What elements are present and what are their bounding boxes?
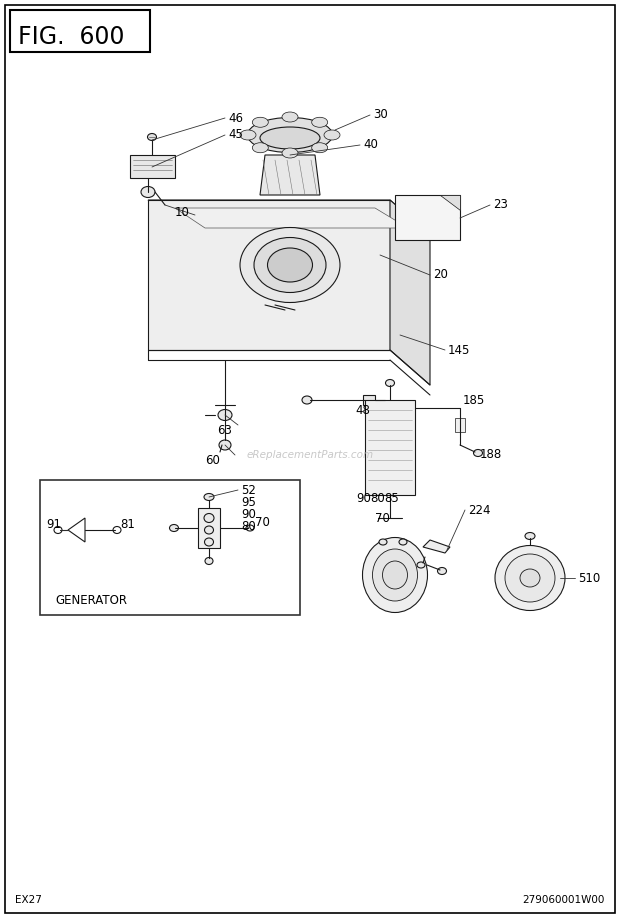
- Ellipse shape: [205, 526, 213, 534]
- Polygon shape: [130, 155, 175, 178]
- Ellipse shape: [240, 228, 340, 303]
- Ellipse shape: [386, 379, 394, 386]
- Ellipse shape: [169, 524, 179, 532]
- Text: 30: 30: [373, 108, 388, 121]
- Text: 46: 46: [228, 111, 243, 125]
- Text: 185: 185: [463, 394, 485, 407]
- Text: EX27: EX27: [15, 895, 42, 905]
- Ellipse shape: [379, 539, 387, 545]
- Ellipse shape: [312, 118, 328, 128]
- Polygon shape: [363, 395, 375, 405]
- Text: 145: 145: [448, 343, 471, 356]
- Ellipse shape: [417, 562, 425, 568]
- Ellipse shape: [240, 130, 256, 140]
- Text: 70: 70: [375, 511, 390, 524]
- Text: 81: 81: [120, 518, 135, 531]
- Ellipse shape: [219, 440, 231, 450]
- Text: 52: 52: [241, 484, 256, 497]
- Polygon shape: [260, 155, 320, 195]
- Ellipse shape: [373, 549, 417, 601]
- Text: FIG.  600: FIG. 600: [18, 25, 125, 49]
- Text: 23: 23: [493, 198, 508, 211]
- Ellipse shape: [246, 525, 254, 531]
- Ellipse shape: [54, 527, 62, 533]
- Ellipse shape: [252, 142, 268, 152]
- Polygon shape: [395, 195, 460, 240]
- Ellipse shape: [204, 513, 214, 522]
- Bar: [10, 10, 150, 52]
- Ellipse shape: [520, 569, 540, 587]
- Text: 10: 10: [175, 206, 190, 218]
- Text: 188: 188: [480, 449, 502, 462]
- Ellipse shape: [282, 148, 298, 158]
- Ellipse shape: [260, 127, 320, 149]
- Text: 20: 20: [433, 268, 448, 282]
- Polygon shape: [148, 200, 390, 350]
- Ellipse shape: [205, 557, 213, 565]
- Polygon shape: [440, 195, 460, 210]
- Polygon shape: [423, 540, 450, 553]
- Text: 48: 48: [355, 404, 370, 417]
- Ellipse shape: [474, 450, 482, 456]
- Ellipse shape: [282, 112, 298, 122]
- Text: 91: 91: [46, 518, 61, 531]
- Ellipse shape: [363, 538, 428, 612]
- Polygon shape: [175, 208, 408, 228]
- Text: 510: 510: [578, 572, 600, 585]
- Ellipse shape: [148, 133, 156, 140]
- Text: 80: 80: [370, 491, 385, 505]
- Polygon shape: [390, 200, 430, 385]
- Ellipse shape: [218, 409, 232, 420]
- Bar: [365, 400, 415, 495]
- Text: 90: 90: [356, 491, 371, 505]
- Ellipse shape: [302, 396, 312, 404]
- Text: 40: 40: [363, 139, 378, 151]
- Text: 85: 85: [384, 491, 399, 505]
- Ellipse shape: [252, 118, 268, 128]
- Text: eReplacementParts.com: eReplacementParts.com: [246, 450, 374, 460]
- Ellipse shape: [312, 142, 328, 152]
- Text: 45: 45: [228, 129, 243, 141]
- Ellipse shape: [438, 567, 446, 575]
- Ellipse shape: [247, 118, 332, 152]
- Ellipse shape: [141, 186, 155, 197]
- Polygon shape: [148, 200, 430, 235]
- Text: GENERATOR: GENERATOR: [55, 594, 127, 607]
- Text: 60: 60: [205, 453, 220, 466]
- Ellipse shape: [204, 494, 214, 500]
- Text: 70: 70: [255, 516, 270, 529]
- Ellipse shape: [205, 538, 213, 546]
- Ellipse shape: [267, 248, 312, 282]
- Text: 80: 80: [241, 520, 255, 532]
- Ellipse shape: [324, 130, 340, 140]
- Ellipse shape: [254, 238, 326, 293]
- Ellipse shape: [113, 527, 121, 533]
- Ellipse shape: [383, 561, 407, 589]
- Polygon shape: [198, 508, 220, 548]
- Polygon shape: [455, 418, 465, 432]
- Text: 63: 63: [217, 423, 232, 436]
- Text: 90: 90: [241, 508, 256, 521]
- Ellipse shape: [525, 532, 535, 540]
- Ellipse shape: [505, 554, 555, 602]
- Text: 279060001W00: 279060001W00: [523, 895, 605, 905]
- Polygon shape: [68, 518, 85, 542]
- Text: 224: 224: [468, 503, 490, 517]
- Ellipse shape: [495, 545, 565, 610]
- Text: 95: 95: [241, 496, 256, 509]
- Ellipse shape: [399, 539, 407, 545]
- Bar: [40, 480, 300, 615]
